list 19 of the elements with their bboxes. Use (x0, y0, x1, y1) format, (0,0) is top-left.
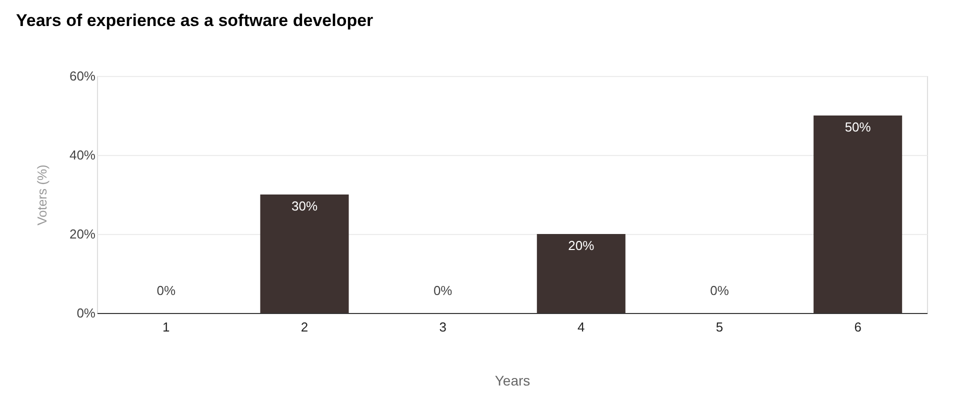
y-tick-label: 40% (69, 148, 96, 162)
x-tick-label: 5 (716, 320, 724, 334)
data-label: 30% (291, 198, 318, 214)
y-tick-label: 60% (69, 68, 96, 84)
data-label: 50% (844, 120, 872, 134)
y-tick-label: 0% (76, 306, 96, 320)
x-axis-title: Years (494, 372, 530, 388)
x-tick-label: 1 (162, 320, 170, 334)
x-tick-label: 3 (439, 320, 446, 334)
data-label: 0% (710, 283, 730, 298)
y-tick-label: 20% (69, 226, 96, 242)
data-label: 0% (156, 283, 176, 298)
x-tick-label: 4 (578, 320, 585, 334)
x-tick-label: 6 (854, 320, 862, 334)
x-tick-label: 2 (300, 320, 308, 334)
data-label: 20% (568, 238, 595, 253)
data-label: 0% (433, 283, 453, 298)
chart-title: Years of experience as a software developer (16, 11, 374, 30)
y-axis-title: Voters (%) (34, 164, 50, 226)
